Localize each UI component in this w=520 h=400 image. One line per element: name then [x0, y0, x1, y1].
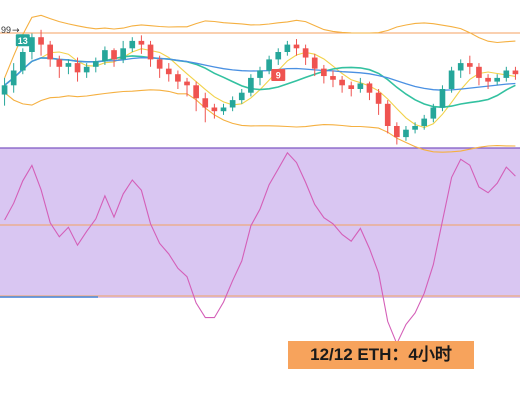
candle-body: [211, 107, 218, 112]
candle-body: [92, 61, 99, 67]
candle-body: [394, 126, 400, 138]
candle-body: [102, 50, 108, 62]
candle-body: [366, 83, 373, 93]
candle-body: [56, 59, 63, 67]
candle-body: [348, 85, 355, 89]
candle-body: [476, 66, 482, 78]
candle-body: [184, 81, 190, 86]
candle-body: [202, 98, 209, 108]
candle-body: [74, 63, 81, 73]
candle-body: [448, 70, 455, 89]
candle-body: [65, 63, 72, 67]
candle-body: [220, 107, 227, 112]
candle-body: [266, 59, 272, 71]
marker-label: 13: [18, 36, 28, 46]
candle-body: [156, 59, 163, 69]
bollinger-lower-line: [4, 89, 516, 153]
candle-body: [339, 79, 345, 86]
candle-body: [175, 74, 181, 82]
candle-body: [193, 85, 199, 99]
chart-caption: 12/12 ETH：4小时: [288, 341, 474, 369]
candle-body: [120, 48, 126, 60]
candle-body: [421, 118, 428, 126]
candle-body: [403, 129, 409, 138]
candle-body: [503, 70, 510, 78]
candle-body: [229, 100, 236, 108]
candle-body: [330, 76, 336, 80]
candle-body: [248, 77, 254, 93]
candle-body: [10, 70, 17, 86]
candle-body: [83, 66, 90, 73]
candle-body: [412, 126, 418, 130]
bollinger-upper-line: [4, 14, 516, 79]
candle-body: [357, 83, 364, 89]
candle-body: [439, 89, 446, 108]
candle-body: [375, 92, 382, 104]
ma-fast-line: [4, 48, 516, 129]
candle-body: [512, 70, 519, 75]
candle-body: [29, 37, 35, 52]
candle-body: [111, 50, 117, 60]
marker-badge: [15, 34, 30, 47]
candle-body: [384, 103, 391, 126]
candle-body: [284, 44, 291, 52]
candle-body: [466, 63, 473, 67]
indicator-line: [4, 151, 516, 346]
candle-body: [321, 68, 327, 77]
price-level-label: 99: [1, 25, 11, 35]
candle-body: [147, 44, 154, 60]
candle-body: [275, 52, 282, 60]
candle-body: [1, 85, 8, 95]
candle-body: [494, 77, 501, 82]
price-arrow-icon: →: [12, 26, 20, 36]
candles: [1, 29, 519, 145]
candle-body: [138, 40, 145, 45]
candle-body: [485, 77, 491, 82]
candle-body: [311, 57, 318, 69]
candle-body: [38, 37, 44, 45]
candle-body: [302, 48, 309, 58]
marker-label: 9: [276, 70, 281, 80]
candle-body: [293, 44, 300, 49]
candle-body: [129, 40, 136, 49]
candle-body: [19, 52, 26, 71]
highlight-zone: [0, 148, 520, 298]
candle-body: [47, 44, 54, 60]
marker-badge: [271, 68, 286, 81]
candle-body: [457, 63, 464, 71]
candle-body: [238, 92, 245, 101]
markers: 13 9: [15, 34, 286, 81]
candle-body: [165, 68, 172, 75]
candle-body: [257, 70, 263, 78]
candle-body: [430, 107, 437, 119]
